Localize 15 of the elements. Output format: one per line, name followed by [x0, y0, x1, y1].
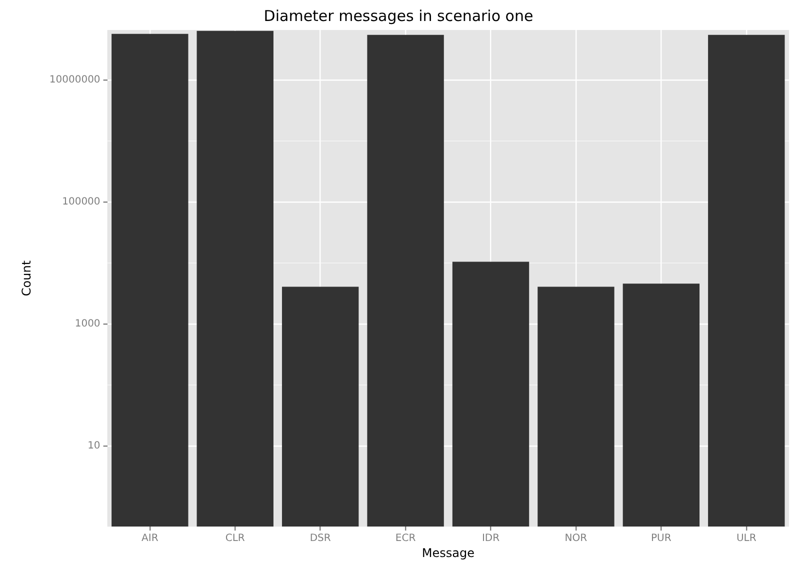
y-tick-label: 10 [88, 440, 100, 452]
y-tick-label: 1000 [74, 318, 100, 330]
x-tick-label: AIR [142, 533, 158, 544]
y-tick-label: 10000000 [49, 74, 100, 86]
x-tick-label: DSR [310, 533, 331, 544]
x-tick-label: PUR [651, 533, 672, 544]
x-axis-title: Message [422, 546, 474, 560]
x-tick-label: CLR [225, 533, 245, 544]
x-tick-label: ULR [736, 533, 756, 544]
x-tick-label: IDR [482, 533, 500, 544]
chart-title: Diameter messages in scenario one [264, 6, 534, 25]
y-tick-label: 100000 [62, 196, 100, 208]
x-tick-label: NOR [564, 533, 588, 544]
y-axis-title: Count [19, 260, 34, 296]
x-tick-label: ECR [395, 533, 416, 544]
